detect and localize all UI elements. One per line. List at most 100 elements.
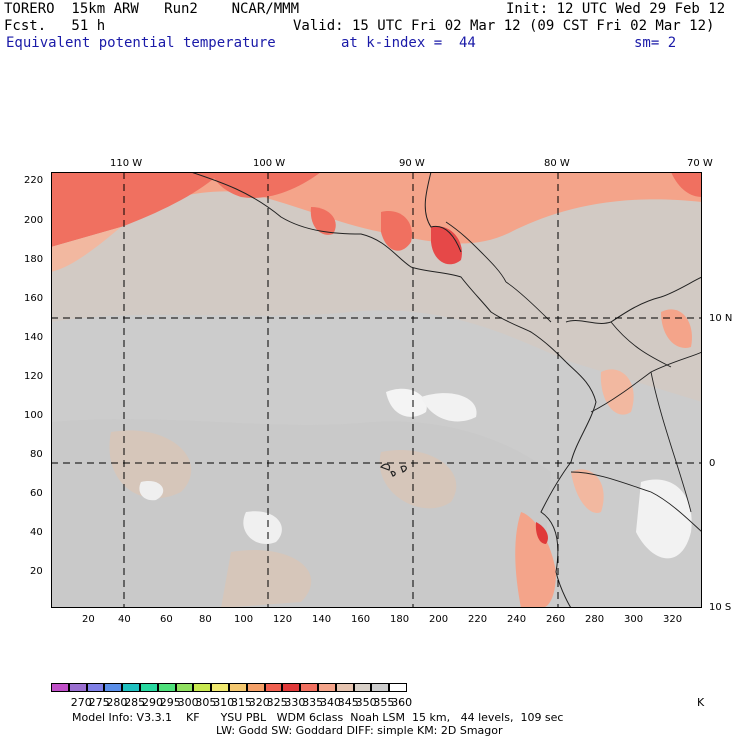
x-tick-300: 300	[624, 614, 644, 625]
colorbar-label: 275	[88, 696, 110, 709]
field-white-patch	[636, 479, 692, 559]
y-tick-160: 160	[24, 293, 44, 304]
colorbar-label: 285	[124, 696, 146, 709]
colorbar-swatch	[389, 683, 407, 692]
colorbar-label: 295	[159, 696, 181, 709]
y-tick-100: 100	[24, 410, 44, 421]
x-tick-280: 280	[585, 614, 605, 625]
field-tan-patch	[109, 430, 192, 499]
field-white-patch	[386, 388, 427, 417]
x-tick-20: 20	[82, 614, 95, 625]
y-tick-180: 180	[24, 254, 44, 265]
colorbar-swatch	[246, 683, 265, 692]
field-white-patch	[243, 511, 282, 544]
y-tick-120: 120	[24, 371, 44, 382]
field-340-band	[51, 227, 121, 272]
colorbar-swatch	[318, 683, 336, 692]
y-tick-80: 80	[30, 449, 43, 460]
lon-label-70w: 70 W	[687, 158, 713, 169]
colorbar-label: 320	[248, 696, 270, 709]
colorbar-label: 305	[195, 696, 217, 709]
colorbar-label: 345	[337, 696, 359, 709]
colorbar-swatch	[300, 683, 318, 692]
lat-label-10s: 10 S	[709, 602, 732, 613]
colorbar-label: 355	[373, 696, 395, 709]
colorbar-swatch	[193, 683, 212, 692]
lat-label-10n: 10 N	[709, 313, 733, 324]
colorbar-label: 350	[355, 696, 377, 709]
colorbar-label: 280	[106, 696, 128, 709]
x-tick-220: 220	[468, 614, 488, 625]
field-340-band	[51, 172, 702, 244]
colorbar-swatch	[157, 683, 176, 692]
field-tan-patch	[379, 450, 457, 509]
forecast-hour: Fcst. 51 h	[4, 18, 106, 34]
x-tick-180: 180	[390, 614, 410, 625]
y-tick-40: 40	[30, 527, 43, 538]
field-340-coast	[515, 512, 556, 608]
x-tick-160: 160	[351, 614, 371, 625]
y-tick-20: 20	[30, 566, 43, 577]
init-time: Init: 12 UTC Wed 29 Feb 12	[506, 1, 726, 17]
colorbar-label: 340	[320, 696, 341, 709]
colorbar-swatch	[211, 683, 229, 692]
colorbar-swatch	[68, 683, 87, 692]
coastlines	[190, 172, 702, 608]
x-tick-200: 200	[429, 614, 449, 625]
x-tick-240: 240	[507, 614, 527, 625]
colorbar-label: 310	[213, 696, 235, 709]
colorbar-swatch	[104, 683, 123, 692]
model-run-title: TORERO 15km ARW Run2 NCAR/MMM	[4, 1, 300, 17]
x-tick-100: 100	[234, 614, 254, 625]
map-canvas	[51, 172, 702, 608]
y-tick-60: 60	[30, 488, 43, 499]
colorbar-label: 325	[266, 696, 288, 709]
level-index: at k-index = 44	[341, 35, 476, 51]
field-name: Equivalent potential temperature	[6, 35, 276, 51]
field-white-patch	[421, 393, 477, 422]
x-tick-260: 260	[546, 614, 566, 625]
latlon-grid	[51, 172, 702, 608]
x-tick-40: 40	[118, 614, 131, 625]
y-tick-200: 200	[24, 215, 44, 226]
colorbar-label: 300	[177, 696, 199, 709]
field-335-patch	[211, 172, 321, 198]
lon-label-110w: 110 W	[110, 158, 143, 169]
colorbar-swatch	[371, 683, 390, 692]
x-tick-80: 80	[199, 614, 212, 625]
colorbar-swatch	[335, 683, 354, 692]
field-340-inland	[661, 309, 692, 348]
colorbar-swatch	[86, 683, 105, 692]
smoothing-value: sm= 2	[634, 35, 677, 51]
x-tick-320: 320	[663, 614, 683, 625]
field-340-inland	[600, 369, 634, 415]
theta-e-map	[51, 172, 702, 608]
lon-label-80w: 80 W	[544, 158, 570, 169]
field-330-patch	[431, 226, 462, 265]
lat-label-equator: 0	[709, 458, 716, 469]
colorbar-label: 315	[231, 696, 252, 709]
colorbar-unit: K	[697, 696, 705, 709]
colorbar-swatch	[264, 683, 283, 692]
field-335-patch	[51, 172, 221, 247]
field-335-patch	[381, 211, 412, 251]
x-tick-60: 60	[160, 614, 173, 625]
valid-time: Valid: 15 UTC Fri 02 Mar 12 (09 CST Fri …	[293, 18, 715, 34]
lon-label-100w: 100 W	[253, 158, 286, 169]
field-340-inland	[571, 469, 604, 513]
colorbar-swatch	[51, 683, 69, 692]
colorbar-swatch	[175, 683, 194, 692]
y-tick-220: 220	[24, 175, 44, 186]
colorbar-swatch	[353, 683, 372, 692]
y-tick-140: 140	[24, 332, 44, 343]
map-border	[51, 172, 702, 608]
field-335-patch	[310, 207, 336, 235]
colorbar-swatch	[140, 683, 158, 692]
colorbar-swatch	[282, 683, 301, 692]
field-white-patch	[139, 481, 164, 501]
colorbar-label: 335	[302, 696, 324, 709]
model-info-line1: Model Info: V3.3.1 KF YSU PBL WDM 6class…	[72, 711, 564, 724]
colorbar-label: 290	[142, 696, 163, 709]
x-tick-120: 120	[273, 614, 293, 625]
colorbar-label: 270	[70, 696, 92, 709]
